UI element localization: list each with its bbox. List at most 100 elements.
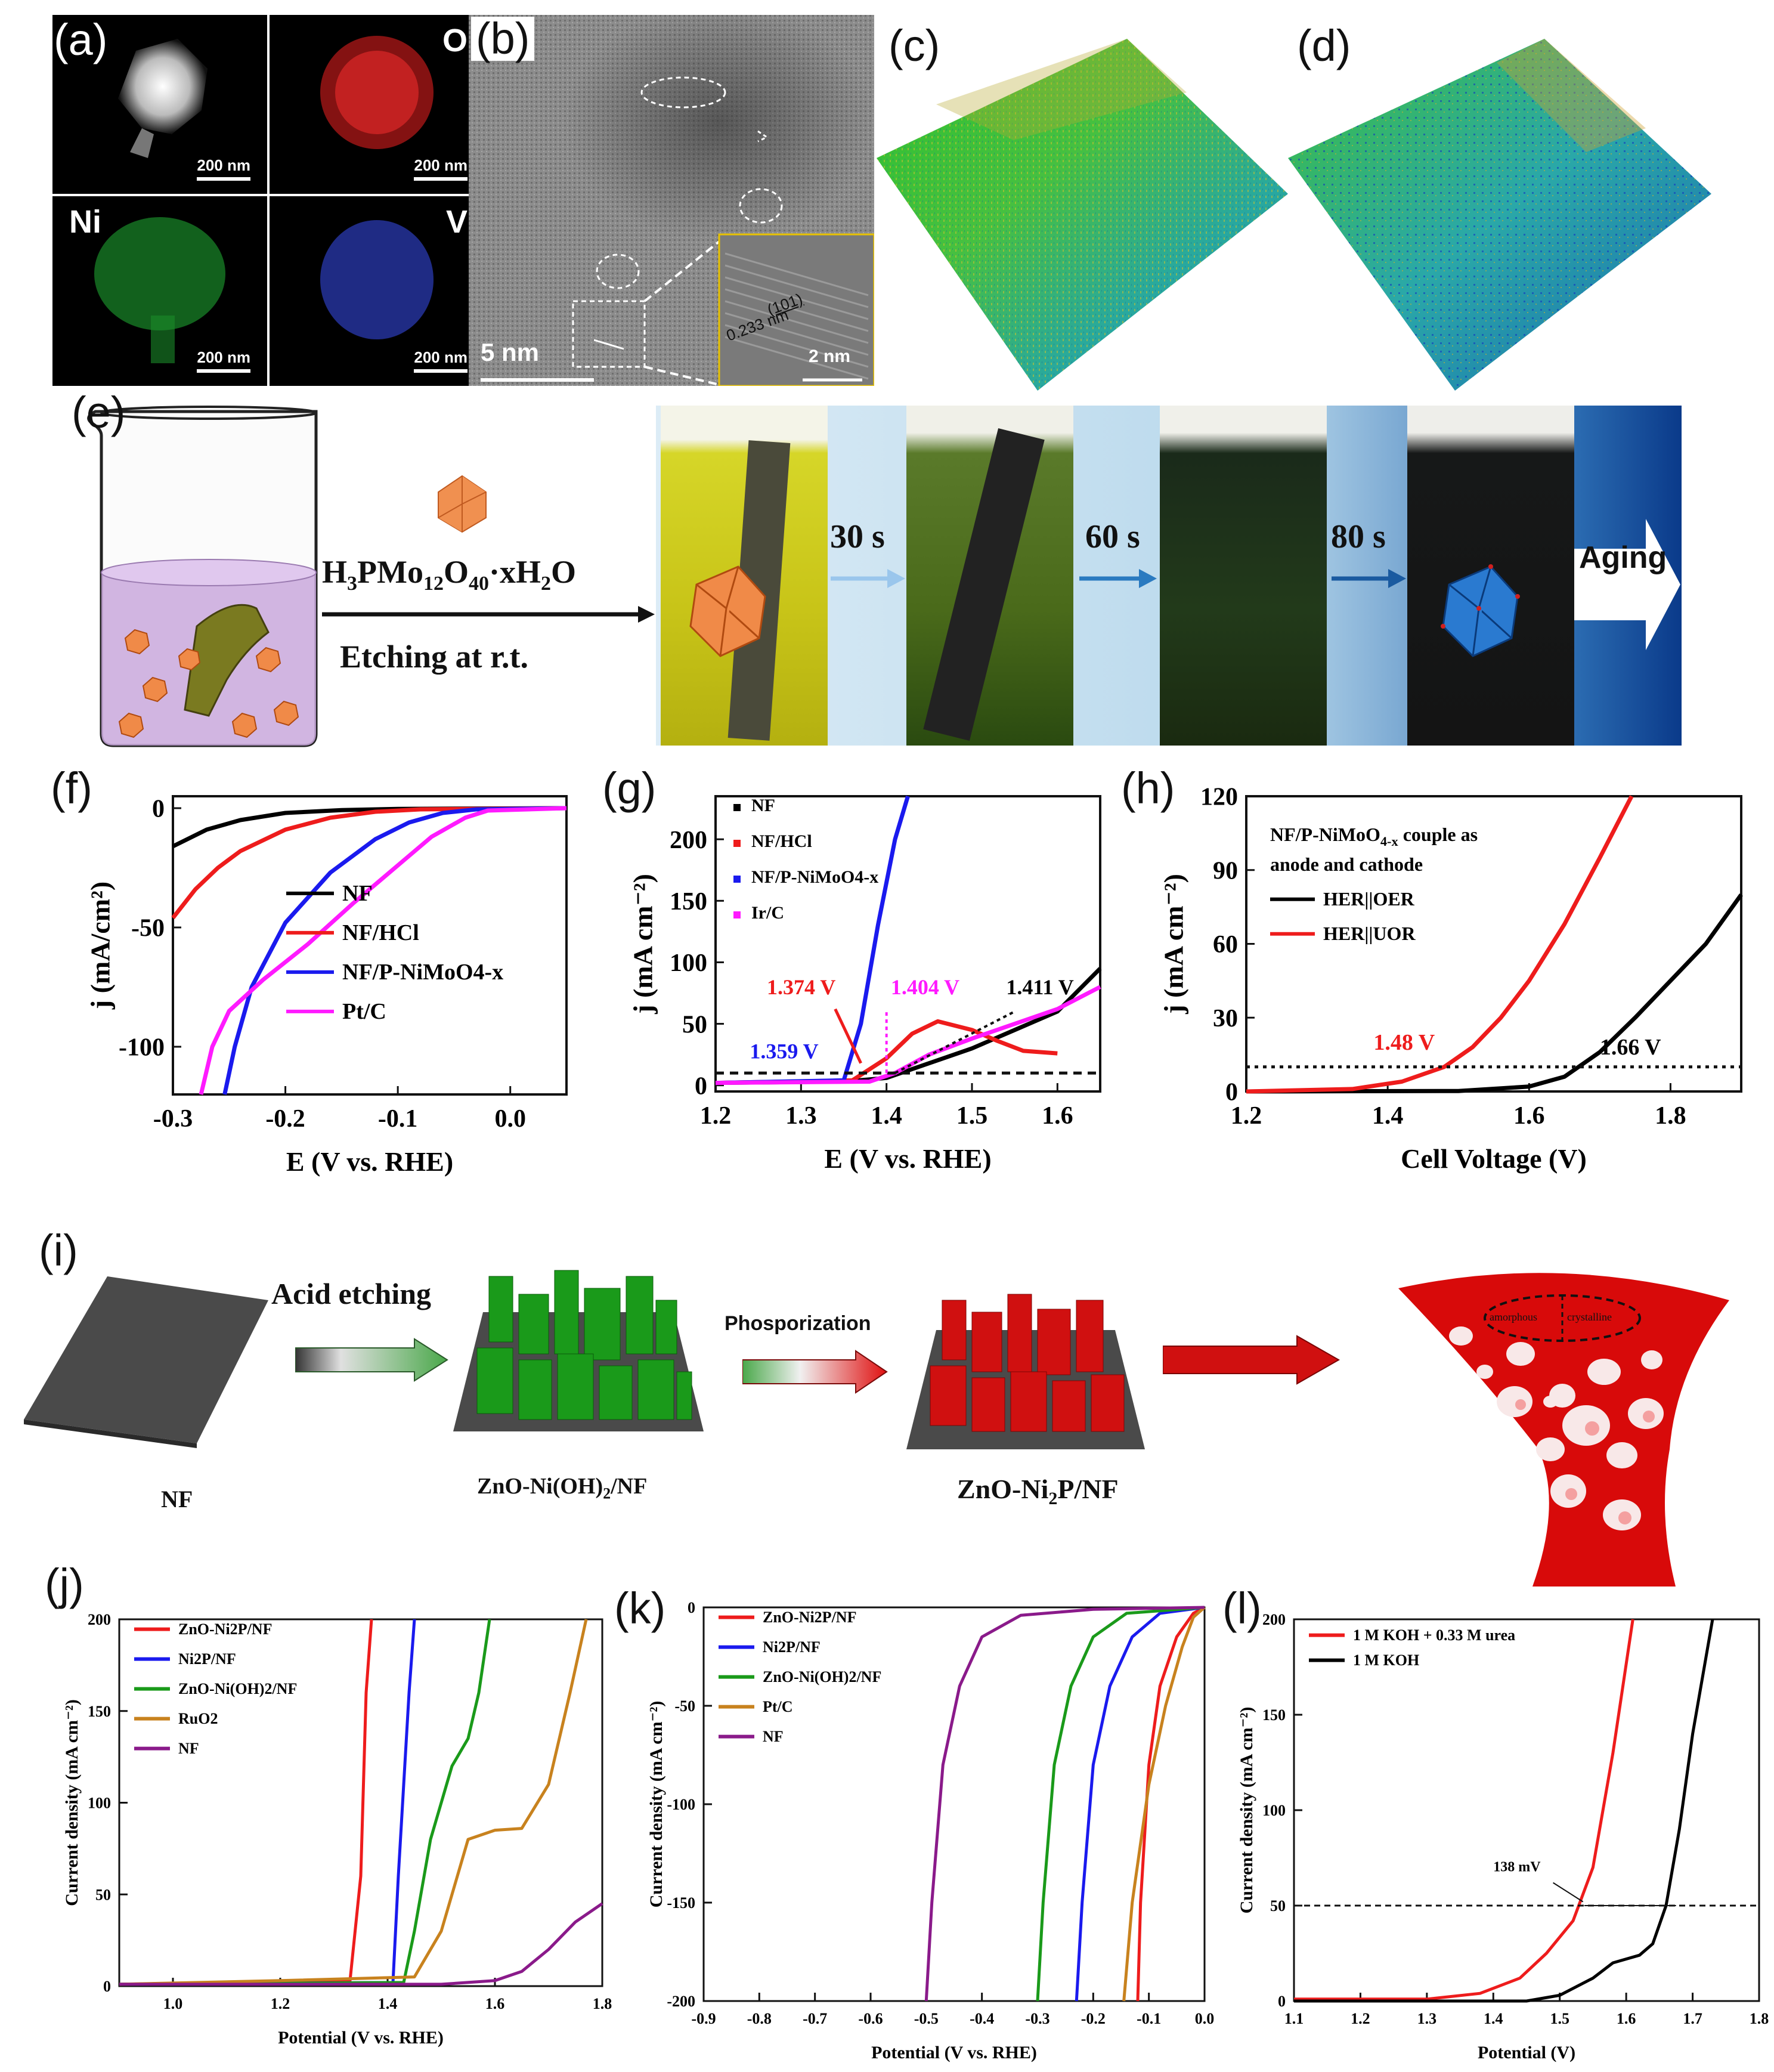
step-phosphorization: Phosporization: [725, 1312, 871, 1335]
legend-entry: Pt/C: [763, 1698, 793, 1715]
x-tick-label: 1.3: [1417, 2010, 1437, 2027]
gradient-arrow-1: [295, 1338, 448, 1382]
legend-title: NF/P-NiMoO4-x couple as: [1270, 824, 1478, 849]
zno-ni2p-label: ZnO-Ni2P/NF: [957, 1474, 1119, 1509]
annotation: 1.374 V: [767, 975, 835, 999]
legend-entry: NF: [763, 1728, 784, 1745]
x-tick-label: 1.4: [378, 1995, 398, 2012]
legend-entry: HER||OER: [1323, 888, 1415, 910]
scale-bar: 200 nm: [414, 156, 468, 181]
scale-bar: 200 nm: [414, 348, 468, 373]
series-line-zno-ni2p-nf: [119, 1619, 373, 1986]
annotation: 1.411 V: [1006, 975, 1073, 999]
legend-marker: [733, 840, 741, 847]
series-line-her-oer: [1246, 893, 1743, 1094]
legend-title-line2: anode and cathode: [1270, 853, 1423, 875]
y-tick-label: -100: [119, 1034, 165, 1062]
nf-label: NF: [161, 1486, 193, 1513]
y-tick-label: 150: [670, 888, 707, 916]
panel-label-i: (i): [39, 1226, 78, 1275]
y-tick-label: -50: [131, 915, 165, 942]
panel-label-g: (g): [602, 763, 657, 813]
legend-entry: NF: [178, 1740, 199, 1757]
time-label: 60 s: [1085, 518, 1140, 555]
y-axis-label: Current density (mA cm⁻²): [1237, 1707, 1256, 1914]
x-tick-label: 1.5: [956, 1102, 988, 1130]
haadf-particle: [118, 39, 208, 158]
series-line-ni2p-nf: [1075, 1606, 1205, 2002]
x-axis-label: Potential (V vs. RHE): [278, 2028, 444, 2048]
series-line-1-m-koh: [1294, 1619, 1714, 2003]
x-axis-label: E (V vs. RHE): [286, 1146, 453, 1177]
step-acid-etching: Acid etching: [271, 1277, 432, 1310]
x-tick-label: -0.1: [378, 1105, 418, 1133]
reagent-formula: H3PMo12O40·xH2O: [322, 554, 577, 595]
y-axis-label: Current density (mA cm⁻²): [646, 1701, 666, 1908]
x-axis-label: E (V vs. RHE): [824, 1143, 991, 1174]
hrtem-image: 5 nm 2 nm (101) 0.233 nm: [469, 15, 874, 386]
chart-g: 1.2 1.3 1.4 1.5 1.6 0 50 100 150 200 E (V vs. RHE)…: [627, 795, 1102, 1174]
annotation: 1.404 V: [891, 975, 959, 999]
panel-label-a: (a): [54, 15, 108, 64]
legend-entry: HER||UOR: [1323, 923, 1416, 944]
series-line-zno-ni2p-nf: [1136, 1606, 1206, 2002]
y-tick-label: -200: [667, 1993, 695, 2010]
chart-k: -0.9 -0.8 -0.7 -0.6 -0.5 -0.4 -0.3 -0.2 -0.1 0.0 0…: [646, 1599, 1215, 2062]
panel-label-h: (h): [1121, 763, 1175, 813]
y-tick-label: 0: [1278, 1993, 1286, 2010]
polyoxometalate-icon: [438, 475, 487, 533]
time-label: 80 s: [1331, 518, 1386, 555]
x-tick-label: 1.2: [271, 1995, 290, 2012]
legend-entry: NF/HCl: [751, 831, 812, 851]
gradient-arrow-2: [742, 1350, 888, 1394]
arrow-30s: [831, 569, 905, 588]
scale-bar-label: 5 nm: [481, 338, 540, 366]
plot-frame: [172, 795, 568, 1096]
legend-entry: NF/P-NiMoO4-x: [342, 960, 503, 985]
eds-tile-v: V 200 nm: [270, 196, 484, 386]
legend-entry: ZnO-Ni2P/NF: [763, 1609, 856, 1626]
y-axis-label: j (mA cm⁻²): [627, 874, 658, 1015]
y-tick-label: 90: [1213, 857, 1238, 885]
chart-h: 1.2 1.4 1.6 1.8 0 30 60 90 120 Cell Voltage (V) j …: [1158, 784, 1743, 1174]
x-tick-label: 1.6: [1617, 2010, 1636, 2027]
x-tick-label: 1.7: [1683, 2010, 1702, 2027]
x-tick-label: 1.6: [1513, 1102, 1545, 1130]
legend-entry: ZnO-Ni2P/NF: [178, 1621, 272, 1638]
vial-photo-30s: [906, 406, 1073, 746]
chart-f: -0.3 -0.2 -0.1 0.0 0 -50 -100 E (V vs. RHE) j (m…: [85, 795, 568, 1177]
element-label: V: [445, 204, 468, 240]
x-tick-label: -0.6: [858, 2010, 883, 2027]
x-tick-label: 1.8: [1750, 2010, 1769, 2027]
element-label: Ni: [69, 204, 101, 240]
beaker-illustration: [87, 406, 318, 747]
x-tick-label: 1.1: [1284, 2010, 1304, 2027]
x-tick-label: 1.2: [1231, 1102, 1262, 1130]
y-tick-label: -150: [667, 1894, 695, 1912]
vial-photo-60s: [1160, 406, 1327, 746]
chart-j: 1.0 1.2 1.4 1.6 1.8 0 50 100 150 200 Potential (V …: [62, 1611, 612, 2048]
legend-entry: 1 M KOH + 0.33 M urea: [1353, 1626, 1515, 1644]
eds-tile-haadf: 200 nm: [52, 15, 267, 194]
x-tick-label: -0.8: [747, 2010, 772, 2027]
legend-entry: NF: [751, 796, 775, 815]
y-tick-label: 0: [688, 1599, 695, 1616]
x-axis-label: Potential (V): [1478, 2043, 1575, 2062]
x-tick-label: -0.7: [803, 2010, 827, 2027]
eds-tile-o: O 200 nm: [270, 15, 484, 194]
legend-entry: Ni2P/NF: [178, 1650, 236, 1668]
element-label: O: [442, 23, 468, 58]
time-label: 30 s: [830, 518, 885, 555]
y-tick-label: 50: [1270, 1897, 1286, 1915]
series-line-pt-c: [199, 806, 567, 1095]
series-line-nf: [119, 1902, 603, 1986]
x-tick-label: 1.0: [163, 1995, 183, 2012]
x-tick-label: 1.6: [1042, 1102, 1073, 1130]
x-tick-label: 1.4: [1372, 1102, 1404, 1130]
series-line-zno-ni-oh-2-nf: [119, 1619, 491, 1986]
legend-entry: NF/P-NiMoO4-x: [751, 867, 878, 887]
y-tick-label: 50: [95, 1886, 111, 1903]
inset-scale-label: 2 nm: [809, 347, 851, 366]
x-tick-label: 0.0: [1195, 2010, 1215, 2027]
panel-label-e: (e): [72, 388, 126, 437]
